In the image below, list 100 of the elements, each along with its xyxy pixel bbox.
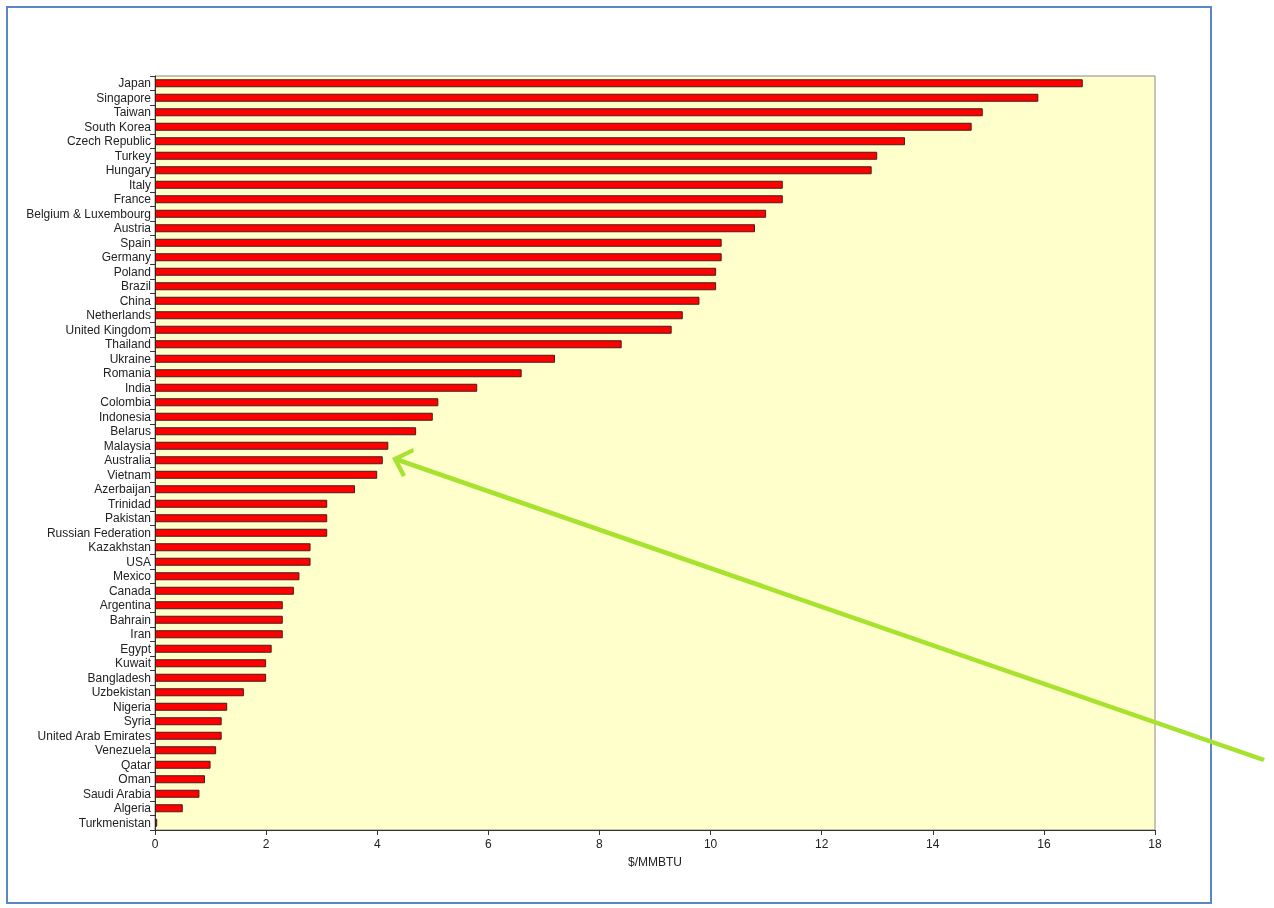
y-tick-label: Trinidad [108,496,151,511]
y-tick-label: Belgium & Luxembourg [26,206,151,221]
bar [155,383,478,392]
bar [155,412,433,421]
y-tick-label: Syria [123,714,152,729]
y-tick-label: Colombia [100,395,152,410]
bar [155,514,328,523]
bar [155,659,267,668]
bar [155,151,878,160]
bar [155,557,311,566]
y-tick-label: Qatar [120,757,151,772]
bar [155,586,294,595]
x-tick-label: 18 [1148,837,1162,851]
bar [155,644,272,653]
x-tick-label: 16 [1037,837,1051,851]
y-tick-label: USA [126,554,151,569]
y-tick-label: Australia [104,453,152,468]
y-tick-label: United Kingdom [65,322,151,337]
y-tick-label: Hungary [105,163,151,178]
y-tick-label: Romania [102,366,152,381]
y-tick-label: United Arab Emirates [37,728,151,743]
bar [155,296,700,305]
bar [155,789,200,798]
bar [155,108,983,117]
bar [155,688,244,697]
bar [155,93,1039,102]
y-tick-label: Germany [101,250,151,265]
y-tick-label: China [119,293,152,308]
bar [155,456,383,465]
y-tick-label: Singapore [96,90,152,105]
bar [155,122,972,131]
bar [155,731,222,740]
bar [155,760,211,769]
bar [155,180,783,189]
bar [155,79,1083,88]
y-tick-label: Kuwait [114,656,152,671]
y-tick-label: Indonesia [98,409,152,424]
y-tick-label: Algeria [113,801,152,816]
y-tick-label: Netherlands [86,308,151,323]
bar [155,572,300,581]
y-tick-label: Ukraine [109,351,152,366]
bar [155,209,767,218]
bar [155,253,722,262]
y-tick-label: Pakistan [104,511,151,526]
bar [155,543,311,552]
y-tick-label: Venezuela [94,743,152,758]
bar [155,528,328,537]
y-tick-label: France [113,192,152,207]
y-tick-label: Spain [120,235,151,250]
bar [155,398,439,407]
bar [155,354,555,363]
x-tick-label: 12 [814,837,829,851]
y-tick-label: Russian Federation [46,525,151,540]
y-tick-label: Uzbekistan [91,685,151,700]
bar [155,702,228,711]
bar [155,166,872,175]
x-tick-label: 14 [926,837,940,851]
bar [155,485,355,494]
y-tick-label: Kazakhstan [88,540,151,555]
bar [155,311,683,320]
y-tick-label: Egypt [120,641,152,656]
bar [155,775,205,784]
y-tick-label: Bangladesh [87,670,151,685]
bar [155,746,217,755]
bar [155,717,222,726]
y-tick-label: Bahrain [109,612,151,627]
y-tick-label: Malaysia [103,438,152,453]
bar [155,601,283,610]
y-tick-label: Japan [118,76,151,91]
x-tick-label: 0 [151,837,159,851]
bar [155,804,183,813]
y-tick-label: India [124,380,152,395]
bar [155,615,283,624]
bar [155,325,672,334]
y-tick-label: Poland [113,264,151,279]
bar [155,137,905,146]
bar [155,224,755,233]
y-tick-label: Argentina [99,598,152,613]
bar [155,499,328,508]
bar [155,673,267,682]
x-tick-label: 8 [596,837,604,851]
y-tick-label: Turkmenistan [78,815,151,830]
bar [155,267,717,276]
y-tick-label: Italy [128,177,151,192]
y-tick-label: Iran [130,627,151,642]
bar [155,282,717,291]
y-tick-label: South Korea [84,119,152,134]
bar [155,369,522,378]
bar [155,470,378,479]
bar [155,630,283,639]
y-tick-label: Saudi Arabia [82,786,152,801]
bar [155,441,389,450]
y-tick-label: Canada [108,583,152,598]
y-tick-label: Austria [113,221,152,236]
x-tick-label: 6 [484,837,492,851]
x-tick-label: 10 [703,837,718,851]
y-tick-label: Turkey [114,148,151,163]
bar [155,195,783,204]
y-tick-label: Brazil [120,279,151,294]
y-tick-label: Taiwan [113,105,151,120]
